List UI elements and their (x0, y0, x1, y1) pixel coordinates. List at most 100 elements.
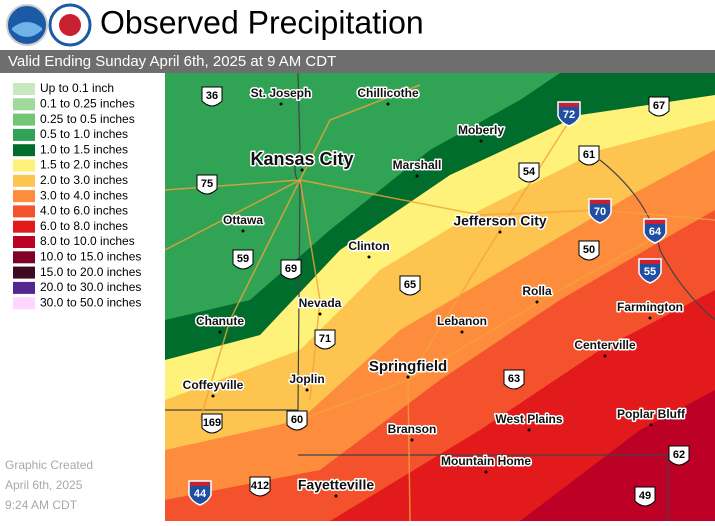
legend-label: 0.5 to 1.0 inches (40, 127, 128, 141)
us-route-shield (668, 445, 690, 466)
legend-swatch (13, 144, 35, 157)
subtitle-bar (0, 50, 715, 73)
interstate-band (559, 103, 579, 107)
us-route-label: 49 (639, 490, 651, 502)
us-route-shield (201, 413, 223, 434)
interstate-band (590, 200, 610, 204)
city-dot (305, 388, 309, 392)
interstate-label: 55 (644, 266, 656, 278)
us-route-shield (578, 240, 600, 261)
legend-label: Up to 0.1 inch (40, 81, 114, 95)
legend-swatch (13, 174, 35, 187)
legend-label: 2.0 to 3.0 inches (40, 173, 128, 187)
us-route-label: 63 (508, 373, 520, 385)
us-route-label: 412 (251, 480, 269, 492)
interstate-band (190, 482, 210, 486)
legend-swatch (13, 236, 35, 248)
us-route-shield (249, 476, 271, 497)
city-label: Coffeyville (183, 378, 244, 392)
city-label: Fayetteville (298, 477, 374, 493)
state-border (298, 454, 669, 521)
legend-label: 0.25 to 0.5 inches (40, 112, 135, 126)
city-dot (386, 102, 390, 106)
us-route-shield (648, 96, 670, 117)
us-route-label: 60 (291, 414, 303, 426)
us-route-label: 65 (404, 279, 416, 291)
city-label: Joplin (289, 372, 324, 386)
legend-label: 1.5 to 2.0 inches (40, 158, 128, 172)
graphic-created: Graphic Created (5, 458, 93, 472)
legend-label: 10.0 to 15.0 inches (40, 249, 141, 263)
us-route-label: 59 (237, 253, 249, 265)
city-label: Springfield (369, 358, 447, 375)
city-label: Clinton (348, 239, 389, 253)
us-route-label: 54 (523, 166, 536, 178)
legend-swatch (13, 266, 35, 279)
us-route-label: 50 (583, 244, 595, 256)
city-dot (279, 102, 283, 106)
legend-swatch (13, 251, 35, 264)
graphic-created: 9:24 AM CDT (5, 498, 78, 512)
us-route-label: 36 (206, 90, 218, 102)
band (165, 390, 715, 521)
noaa-logo-wave (12, 22, 42, 37)
legend-label: 6.0 to 8.0 inches (40, 219, 128, 233)
city-label: Poplar Bluff (617, 407, 686, 421)
legend-swatch (13, 220, 35, 233)
graphic-created: April 6th, 2025 (5, 478, 83, 492)
city-dot (460, 330, 464, 334)
city-label: West Plains (495, 412, 562, 426)
city-label: Rolla (522, 284, 552, 298)
legend-swatch (13, 159, 35, 172)
city-dot (300, 168, 304, 172)
legend-label: 0.1 to 0.25 inches (40, 96, 135, 110)
city-dot (648, 316, 652, 320)
road (165, 179, 301, 251)
city-dot (535, 300, 539, 304)
us-route-label: 61 (583, 149, 595, 161)
city-label: Chillicothe (357, 86, 419, 100)
road (299, 84, 421, 181)
city-label: Farmington (617, 300, 683, 314)
road (299, 179, 321, 401)
us-route-shield (399, 275, 421, 296)
us-route-shield (232, 249, 254, 270)
city-dot (415, 174, 419, 178)
us-route-label: 67 (653, 100, 665, 112)
interstate-label: 70 (594, 206, 606, 218)
road (407, 379, 411, 521)
interstate-shield (643, 218, 667, 244)
city-dot (603, 354, 607, 358)
legend-swatch (13, 83, 35, 95)
city-dot (241, 229, 245, 233)
city-dot (218, 330, 222, 334)
interstate-label: 64 (649, 226, 662, 238)
legend-label: 15.0 to 20.0 inches (40, 265, 141, 279)
city-label: Branson (388, 422, 437, 436)
legend-label: 8.0 to 10.0 inches (40, 234, 135, 248)
us-route-shield (634, 486, 656, 507)
city-dot (527, 428, 531, 432)
bands (165, 73, 715, 521)
city-dot (367, 255, 371, 259)
city-label: Centerville (574, 338, 636, 352)
legend-label: 1.0 to 1.5 inches (40, 142, 128, 156)
interstate-label: 72 (563, 109, 575, 121)
title: Observed Precipitation (100, 4, 424, 40)
us-route-shield (578, 145, 600, 166)
us-route-label: 62 (673, 449, 685, 461)
us-route-shield (286, 410, 308, 431)
city-label: Marshall (393, 158, 442, 172)
city-label: Jefferson City (453, 213, 547, 229)
legend-label: 20.0 to 30.0 inches (40, 280, 141, 294)
city-dot (498, 230, 502, 234)
city-label: Nevada (299, 296, 342, 310)
interstate-band (640, 260, 660, 264)
us-route-label: 169 (203, 417, 221, 429)
road (407, 239, 651, 381)
legend-swatch (13, 113, 35, 126)
band (165, 290, 715, 521)
